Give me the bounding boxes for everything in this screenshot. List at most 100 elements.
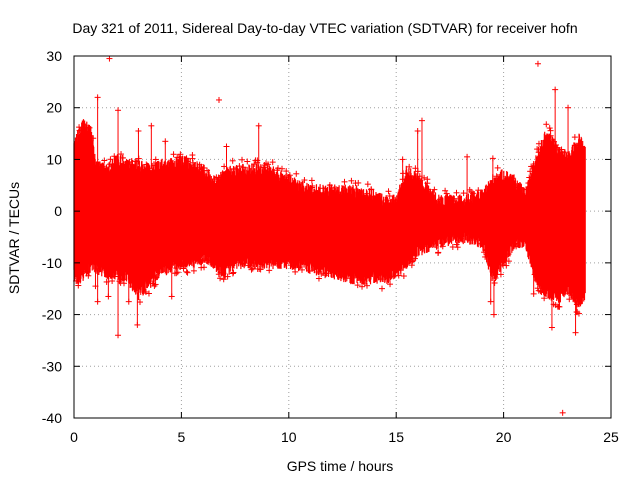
outlier-point <box>94 94 101 166</box>
data-point-marker <box>153 274 160 281</box>
data-point-marker <box>505 251 512 258</box>
data-point-marker <box>503 262 510 269</box>
data-point-marker <box>565 290 572 297</box>
data-point-marker <box>571 134 578 141</box>
data-point-marker <box>299 266 306 273</box>
data-point-marker <box>523 186 530 193</box>
data-point-marker <box>477 240 484 247</box>
data-point-marker <box>518 184 525 191</box>
data-point-marker <box>424 186 431 193</box>
data-point-marker <box>525 180 532 187</box>
data-point-marker <box>481 249 488 256</box>
data-point-marker <box>189 159 196 166</box>
data-point-marker <box>190 267 197 274</box>
data-point-marker <box>541 295 548 302</box>
data-point-marker <box>392 196 399 203</box>
outlier-point <box>464 153 471 200</box>
outlier-point <box>418 117 425 185</box>
data-point-marker <box>550 138 557 145</box>
data-point-marker <box>215 174 222 181</box>
data-point-marker <box>286 172 293 179</box>
y-tick-label: -40 <box>42 410 62 426</box>
outlier-point <box>487 271 494 305</box>
outlier-point <box>490 276 497 318</box>
outlier-point <box>556 296 563 310</box>
outlier-point <box>534 60 541 67</box>
data-point-marker <box>93 267 100 274</box>
data-point-marker <box>229 270 236 277</box>
data-point-marker <box>309 184 316 191</box>
data-point-marker <box>152 281 159 288</box>
outlier-point <box>573 301 580 315</box>
data-point-marker <box>245 262 252 269</box>
data-point-marker <box>526 174 533 181</box>
data-point-marker <box>406 163 413 170</box>
outlier-point <box>255 122 262 170</box>
outlier-point <box>105 273 112 300</box>
data-point-marker <box>368 186 375 193</box>
data-point-marker <box>220 270 227 277</box>
data-point-marker <box>170 151 177 158</box>
outlier-point <box>489 155 496 181</box>
outlier-point <box>559 409 566 416</box>
data-point-marker <box>283 168 290 175</box>
y-tick-label: 0 <box>54 203 62 219</box>
data-point-marker <box>224 273 231 280</box>
x-tick-label: 25 <box>603 429 619 445</box>
data-point-marker <box>229 157 236 164</box>
data-point-marker <box>90 135 97 142</box>
data-point-marker <box>118 151 125 158</box>
data-point-marker <box>359 283 366 290</box>
data-point-marker <box>204 167 211 174</box>
data-point-marker <box>112 273 119 280</box>
data-point-marker <box>387 281 394 288</box>
data-point-marker <box>106 161 113 168</box>
data-point-marker <box>315 268 322 275</box>
data-point-marker <box>468 188 475 195</box>
data-point-marker <box>424 180 431 187</box>
data-point-marker <box>494 164 501 171</box>
data-point-marker <box>152 156 159 163</box>
data-point-marker <box>143 161 150 168</box>
data-point-marker <box>507 173 514 180</box>
data-point-marker <box>103 165 110 172</box>
data-point-marker <box>505 258 512 265</box>
data-point-marker <box>328 184 335 191</box>
data-point-marker <box>292 268 299 275</box>
data-point-marker <box>239 156 246 163</box>
data-point-marker <box>454 244 461 251</box>
data-point-marker <box>239 261 246 268</box>
data-point-marker <box>437 196 444 203</box>
data-point-marker <box>85 272 92 279</box>
data-point-marker <box>76 127 83 134</box>
data-point-marker <box>571 142 578 149</box>
outlier-point <box>134 292 141 328</box>
data-point-marker <box>491 279 498 286</box>
data-point-marker <box>119 154 126 161</box>
data-point-marker <box>263 160 270 167</box>
data-point-marker <box>230 269 237 276</box>
data-point-marker <box>201 164 208 171</box>
data-point-marker <box>116 278 123 285</box>
data-point-marker <box>535 140 542 147</box>
data-point-marker <box>220 276 227 283</box>
data-point-marker <box>244 158 251 165</box>
data-point-marker <box>301 177 308 184</box>
data-point-marker <box>435 250 442 257</box>
x-tick-label: 10 <box>281 429 297 445</box>
data-point-marker <box>535 149 542 156</box>
data-point-marker <box>99 163 106 170</box>
y-tick-label: -10 <box>42 255 62 271</box>
outlier-point <box>115 107 122 160</box>
data-point-marker <box>269 159 276 166</box>
data-point-marker <box>513 243 520 250</box>
data-point-marker <box>384 197 391 204</box>
data-point-marker <box>219 269 226 276</box>
data-point-marker <box>293 170 300 177</box>
data-point-marker <box>350 186 357 193</box>
data-point-marker <box>240 164 247 171</box>
data-point-marker <box>319 185 326 192</box>
data-point-marker <box>558 146 565 153</box>
axis-ticks <box>73 55 612 419</box>
